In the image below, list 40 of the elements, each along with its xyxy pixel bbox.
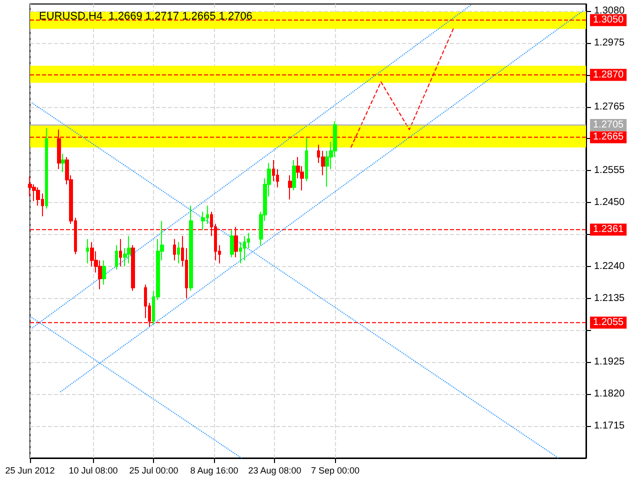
ref-line-label: 1.2870 bbox=[593, 69, 624, 80]
y-tick-label: 1.2240 bbox=[594, 260, 626, 272]
candlestick bbox=[45, 128, 48, 210]
y-tick-label: 1.2450 bbox=[594, 197, 626, 208]
y-tick-label: 1.2765 bbox=[594, 101, 626, 112]
y-tick-label: 1.1820 bbox=[594, 388, 626, 400]
y-tick-label: 1.2975 bbox=[594, 37, 626, 48]
candlestick bbox=[131, 244, 135, 292]
candlestick bbox=[119, 238, 122, 267]
candlestick bbox=[243, 236, 246, 261]
candlestick bbox=[102, 260, 106, 286]
y-tick-label: 1.2135 bbox=[594, 292, 626, 304]
text: EURUSD,H4 1.2669 1.2717 1.2665 1.2706 bbox=[39, 10, 252, 22]
candlestick bbox=[173, 238, 176, 261]
ref-line-label: 1.2055 bbox=[593, 317, 624, 328]
x-tick-label: 7 Sep 00:00 bbox=[310, 466, 360, 476]
x-tick-label: 25 Jul 00:00 bbox=[129, 466, 178, 476]
y-tick-label: 1.1925 bbox=[594, 356, 626, 368]
candlestick bbox=[115, 244, 118, 270]
y-tick-label: 1.2555 bbox=[594, 165, 626, 176]
candlestick bbox=[86, 238, 89, 264]
candlestick bbox=[230, 229, 234, 258]
x-tick-label: 10 Jul 08:00 bbox=[68, 466, 118, 476]
candlestick bbox=[189, 205, 193, 292]
candlestick bbox=[61, 153, 65, 173]
candlestick bbox=[288, 174, 292, 200]
candlestick bbox=[292, 159, 296, 191]
y-tick-label: 1.3080 bbox=[594, 5, 626, 16]
ref-line-label: 1.3050 bbox=[593, 14, 624, 26]
candlestick bbox=[177, 242, 180, 264]
x-tick-label: 25 Jun 2012 bbox=[5, 466, 55, 476]
y-tick-label: 1.1715 bbox=[594, 420, 626, 432]
ref-line-label: 1.2665 bbox=[593, 132, 624, 143]
candlestick bbox=[28, 176, 32, 197]
candlestick bbox=[305, 137, 308, 182]
ref-line-label: 1.2705 bbox=[593, 120, 624, 131]
x-tick-label: 8 Aug 16:00 bbox=[190, 466, 238, 476]
x-tick-label: 23 Aug 08:00 bbox=[248, 466, 302, 476]
candlestick bbox=[127, 236, 131, 264]
ref-line-label: 1.2361 bbox=[593, 224, 624, 236]
